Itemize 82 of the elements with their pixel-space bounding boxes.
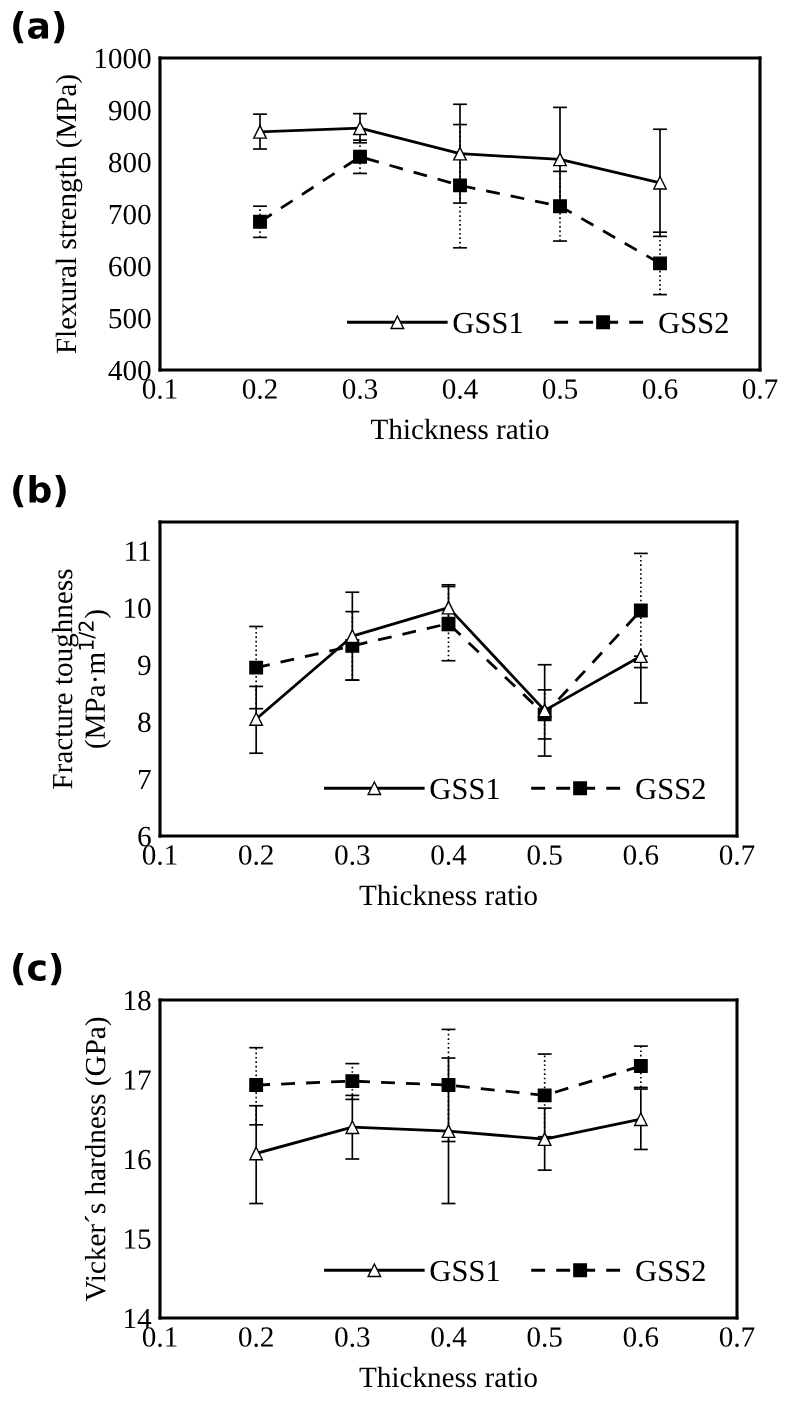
x-axis-title: Thickness ratio: [371, 418, 549, 440]
chart-title: (b): [13, 475, 66, 508]
x-tick-label: 0.4: [431, 1327, 467, 1347]
point: [353, 149, 367, 164]
point: [653, 256, 667, 271]
y-tick-label: 400: [108, 360, 151, 381]
point: [633, 1112, 648, 1127]
point: [453, 146, 467, 161]
point: [253, 214, 267, 229]
point: [345, 1120, 360, 1135]
y-tick-label: 16: [125, 1149, 151, 1170]
x-tick-label: 0.6: [642, 379, 678, 399]
point: [253, 124, 267, 139]
y-tick-label: 6: [138, 826, 151, 847]
x-axis-title: Thickness ratio: [359, 884, 537, 906]
point: [249, 1146, 264, 1161]
y-tick-label: 7: [139, 769, 151, 790]
y-tick-label: 11: [126, 541, 150, 561]
point: [633, 1059, 648, 1073]
y-tick-label: 8: [138, 712, 151, 733]
legend-label: GSS1: [453, 312, 522, 334]
point: [653, 175, 667, 190]
y-tick-label: 17: [125, 1070, 151, 1090]
point: [249, 712, 264, 726]
legend-label: GSS2: [636, 778, 705, 800]
point: [345, 1074, 360, 1089]
point: [633, 649, 648, 664]
y-tick-label: 1000: [95, 48, 151, 69]
x-tick-label: 0.1: [142, 845, 177, 865]
y-tick-label: 700: [109, 204, 151, 225]
point: [553, 199, 567, 214]
x-tick-label: 0.3: [342, 379, 378, 399]
point: [441, 616, 456, 631]
point: [453, 178, 467, 193]
point: [441, 1078, 456, 1093]
x-tick-label: 0.1: [142, 379, 177, 399]
y-tick-label: 900: [108, 100, 151, 121]
y-tick-label: 10: [125, 598, 151, 619]
y-tick-label: 500: [109, 308, 151, 329]
legend-label: GSS1: [430, 778, 499, 800]
point: [441, 600, 456, 615]
chart-title: (a): [13, 11, 65, 44]
point: [537, 703, 552, 718]
x-tick-label: 0.4: [442, 379, 478, 399]
x-tick-label: 0.2: [242, 379, 277, 399]
point: [441, 1124, 456, 1139]
y-tick-label: 800: [109, 152, 151, 173]
point: [633, 603, 648, 618]
chart-title: (c): [13, 953, 62, 986]
x-tick-label: 0.6: [623, 1327, 659, 1347]
legend-label: GSS2: [659, 312, 728, 334]
x-tick-label: 0.2: [239, 1327, 273, 1347]
point: [353, 121, 367, 136]
y-tick-label: 15: [125, 1229, 151, 1249]
y-tick-label: 18: [125, 990, 151, 1011]
x-tick-label: 0.5: [527, 1327, 562, 1347]
point: [537, 1088, 552, 1103]
point: [553, 152, 567, 167]
y-axis-title: Fracture toughness (MPa·m$^{1/2}$): [51, 569, 111, 789]
x-tick-label: 0.7: [742, 379, 778, 399]
point: [537, 1132, 552, 1147]
y-tick-label: 600: [109, 256, 151, 277]
point: [345, 629, 360, 644]
x-tick-label: 0.7: [719, 1327, 755, 1347]
x-tick-label: 0.2: [239, 845, 273, 865]
y-tick-label: 9: [138, 655, 151, 676]
y-tick-label: 14: [125, 1308, 152, 1329]
legend-label: GSS1: [430, 1260, 499, 1282]
point: [249, 660, 264, 675]
x-axis-title: Thickness ratio: [359, 1366, 537, 1388]
x-tick-label: 0.3: [335, 1327, 370, 1347]
x-tick-label: 0.5: [527, 845, 562, 865]
y-axis-title: Flexural strength (MPa): [55, 75, 83, 354]
y-axis-title: Vicker´s hardness (GPa): [84, 1017, 112, 1302]
legend-label: GSS2: [636, 1260, 705, 1282]
x-tick-label: 0.1: [142, 1327, 177, 1347]
x-tick-label: 0.5: [542, 379, 578, 399]
x-tick-label: 0.4: [431, 845, 467, 865]
x-tick-label: 0.6: [623, 845, 659, 865]
x-tick-label: 0.3: [335, 845, 370, 865]
point: [249, 1078, 264, 1093]
x-tick-label: 0.7: [719, 845, 755, 865]
